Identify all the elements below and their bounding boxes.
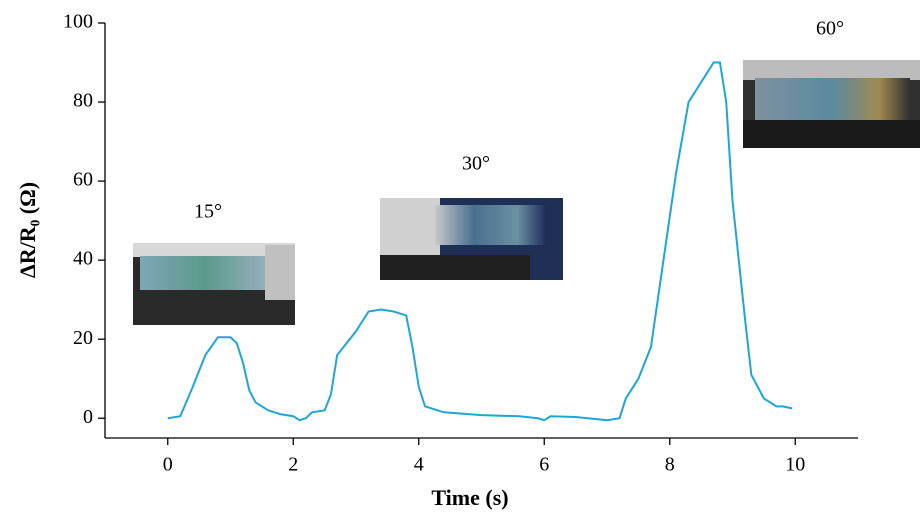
x-tick-label: 2 [288,454,298,476]
annotation: 15° [194,201,222,223]
x-tick-label: 8 [665,454,675,476]
annotation: 30° [462,153,490,175]
data-line [167,61,793,422]
y-tick-label: 0 [83,406,93,428]
x-tick-label: 10 [785,454,805,476]
y-tick-label: 60 [73,169,93,191]
x-axis-label: Time (s) [431,485,508,510]
x-tick-label: 4 [414,454,424,476]
photo-30 [380,198,563,280]
y-axis-label: ΔR/R₀ (Ω) [15,182,40,278]
y-tick-label: 40 [73,248,93,270]
y-tick-label: 80 [73,90,93,112]
y-tick-label: 20 [73,327,93,349]
photo-60 [743,60,920,148]
y-tick-label: 100 [63,11,93,33]
annotation: 60° [816,18,844,40]
x-tick-label: 0 [163,454,173,476]
x-tick-label: 6 [539,454,549,476]
photo-15 [133,243,295,325]
